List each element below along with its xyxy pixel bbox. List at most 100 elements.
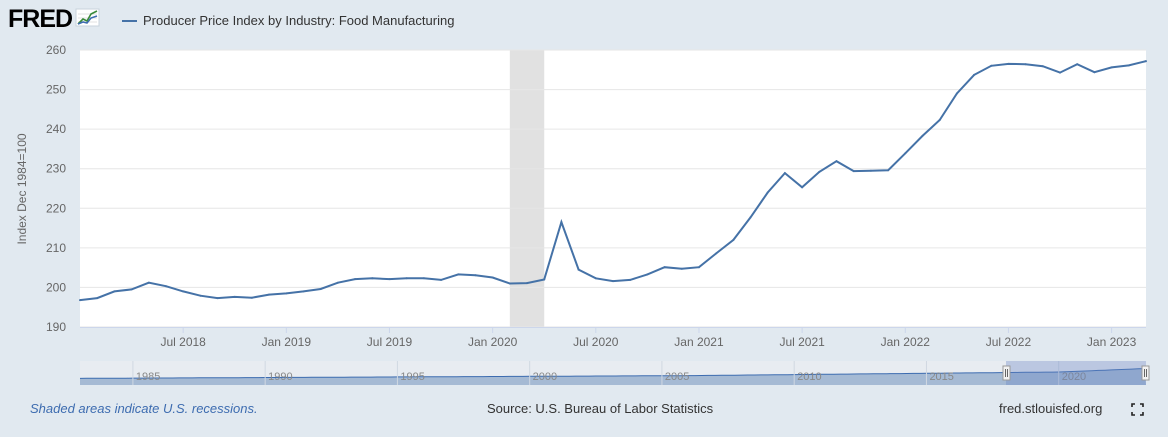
series-point[interactable] <box>1007 62 1010 65</box>
navigator-tick-label: 2010 <box>797 371 821 383</box>
series-point[interactable] <box>766 191 769 194</box>
fred-logo[interactable]: FRED <box>8 5 101 34</box>
series-point[interactable] <box>233 295 236 298</box>
navigator-selection[interactable] <box>1006 361 1146 385</box>
series-points <box>79 60 1147 302</box>
y-tick-label: 200 <box>46 280 66 294</box>
series-point[interactable] <box>268 293 271 296</box>
series-point[interactable] <box>732 238 735 241</box>
series-point[interactable] <box>904 152 907 155</box>
series-point[interactable] <box>577 268 580 271</box>
chart-legend[interactable]: Producer Price Index by Industry: Food M… <box>122 13 454 28</box>
series-point[interactable] <box>543 278 546 281</box>
series-point[interactable] <box>302 290 305 293</box>
series-point[interactable] <box>508 282 511 285</box>
series-point[interactable] <box>1076 63 1079 66</box>
series-point[interactable] <box>405 277 408 280</box>
series-point[interactable] <box>1145 60 1147 63</box>
series-point[interactable] <box>199 294 202 297</box>
series-point[interactable] <box>715 252 718 255</box>
series-point[interactable] <box>491 276 494 279</box>
y-tick-label: 230 <box>46 162 66 176</box>
series-point[interactable] <box>594 277 597 280</box>
x-axis-ticks: Jul 2018 Jan 2019 Jul 2019 Jan 2020 Jul 2020… <box>80 327 1146 349</box>
series-point[interactable] <box>1059 71 1061 74</box>
series-point[interactable] <box>852 170 855 173</box>
series-point[interactable] <box>973 73 976 76</box>
y-tick-label: 210 <box>46 241 66 255</box>
series-point[interactable] <box>526 282 528 285</box>
navigator-tick-label: 1995 <box>400 371 424 383</box>
y-tick-label: 220 <box>46 201 66 215</box>
x-tick-label: Jan 2023 <box>1087 335 1137 349</box>
series-point[interactable] <box>422 277 425 280</box>
series-point[interactable] <box>783 172 786 175</box>
series-point[interactable] <box>801 186 804 189</box>
series-point[interactable] <box>388 278 391 281</box>
plot-background <box>80 50 1146 327</box>
series-point[interactable] <box>698 266 700 269</box>
x-tick-label: Jul 2019 <box>367 335 413 349</box>
y-tick-label: 250 <box>46 83 66 97</box>
series-point[interactable] <box>79 299 81 302</box>
fred-link[interactable]: fred.stlouisfed.org <box>999 401 1103 416</box>
series-point[interactable] <box>250 296 253 299</box>
series-point[interactable] <box>921 134 924 137</box>
navigator-tick-label: 2020 <box>1062 371 1086 383</box>
series-point[interactable] <box>474 274 477 277</box>
y-axis-ticks: 190 200 210 220 230 240 250 260 <box>46 43 66 334</box>
x-tick-label: Jan 2021 <box>674 335 724 349</box>
series-point[interactable] <box>990 64 993 67</box>
series-point[interactable] <box>887 169 890 172</box>
series-point[interactable] <box>938 119 941 121</box>
navigator-tick-label: 1985 <box>136 371 160 383</box>
y-tick-label: 190 <box>46 320 66 334</box>
x-tick-label: Jul 2020 <box>573 335 619 349</box>
series-point[interactable] <box>371 277 374 280</box>
series-point[interactable] <box>457 273 460 276</box>
navigator-tick-label: 1990 <box>268 371 292 383</box>
recession-band <box>509 50 545 327</box>
y-tick-label: 260 <box>46 43 66 57</box>
series-point[interactable] <box>336 281 339 284</box>
series-point[interactable] <box>835 160 838 163</box>
series-point[interactable] <box>1024 63 1027 66</box>
series-point[interactable] <box>182 290 185 293</box>
navigator-handle-right[interactable] <box>1141 365 1150 381</box>
series-point[interactable] <box>216 297 219 300</box>
line-graph-icon <box>75 6 101 33</box>
fullscreen-icon[interactable] <box>1131 403 1144 416</box>
series-point[interactable] <box>130 288 133 291</box>
series-point[interactable] <box>560 221 563 224</box>
series-point[interactable] <box>1093 71 1096 74</box>
navigator-tick-label: 2005 <box>665 371 689 383</box>
series-point[interactable] <box>113 290 116 293</box>
series-point[interactable] <box>1041 65 1044 68</box>
series-point[interactable] <box>869 169 872 172</box>
series-point[interactable] <box>612 280 614 283</box>
series-point[interactable] <box>1127 64 1130 67</box>
series-point[interactable] <box>285 292 288 295</box>
navigator-series-area <box>80 368 1146 385</box>
navigator-tick-label: 2000 <box>533 371 557 383</box>
x-tick-label: Jan 2020 <box>468 335 518 349</box>
line-chart[interactable]: 190 200 210 220 230 240 250 260 Jul 2018 Jan 201… <box>0 0 1168 390</box>
series-point[interactable] <box>147 281 150 284</box>
x-tick-label: Jan 2019 <box>262 335 312 349</box>
series-point[interactable] <box>629 278 632 281</box>
series-point[interactable] <box>818 170 821 173</box>
navigator-series-line <box>79 368 1145 379</box>
series-point[interactable] <box>1110 66 1113 69</box>
series-point[interactable] <box>955 92 958 95</box>
x-tick-label: Jan 2022 <box>881 335 931 349</box>
series-point[interactable] <box>646 273 649 276</box>
series-point[interactable] <box>680 267 683 270</box>
series-point[interactable] <box>319 288 322 290</box>
series-point[interactable] <box>663 266 666 269</box>
series-point[interactable] <box>96 297 99 300</box>
series-point[interactable] <box>440 278 443 281</box>
navigator-handle-left[interactable] <box>1002 365 1011 381</box>
series-point[interactable] <box>165 285 167 288</box>
series-point[interactable] <box>749 216 752 219</box>
series-point[interactable] <box>354 278 357 281</box>
